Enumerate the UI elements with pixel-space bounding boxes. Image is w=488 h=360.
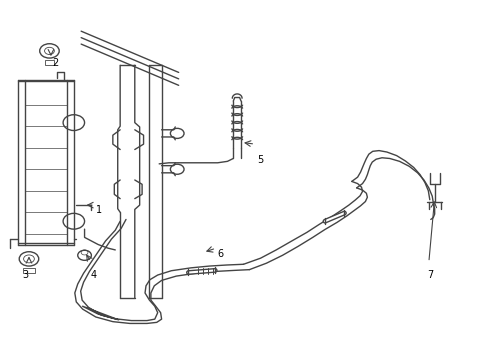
Text: 5: 5	[256, 155, 263, 165]
Text: 6: 6	[217, 248, 224, 258]
Text: 2: 2	[52, 58, 58, 68]
Text: 3: 3	[22, 270, 29, 280]
Bar	[44, 59, 54, 64]
Text: 1: 1	[96, 206, 102, 216]
Bar	[23, 267, 35, 273]
Text: 4: 4	[91, 270, 97, 280]
Text: 7: 7	[427, 270, 433, 280]
